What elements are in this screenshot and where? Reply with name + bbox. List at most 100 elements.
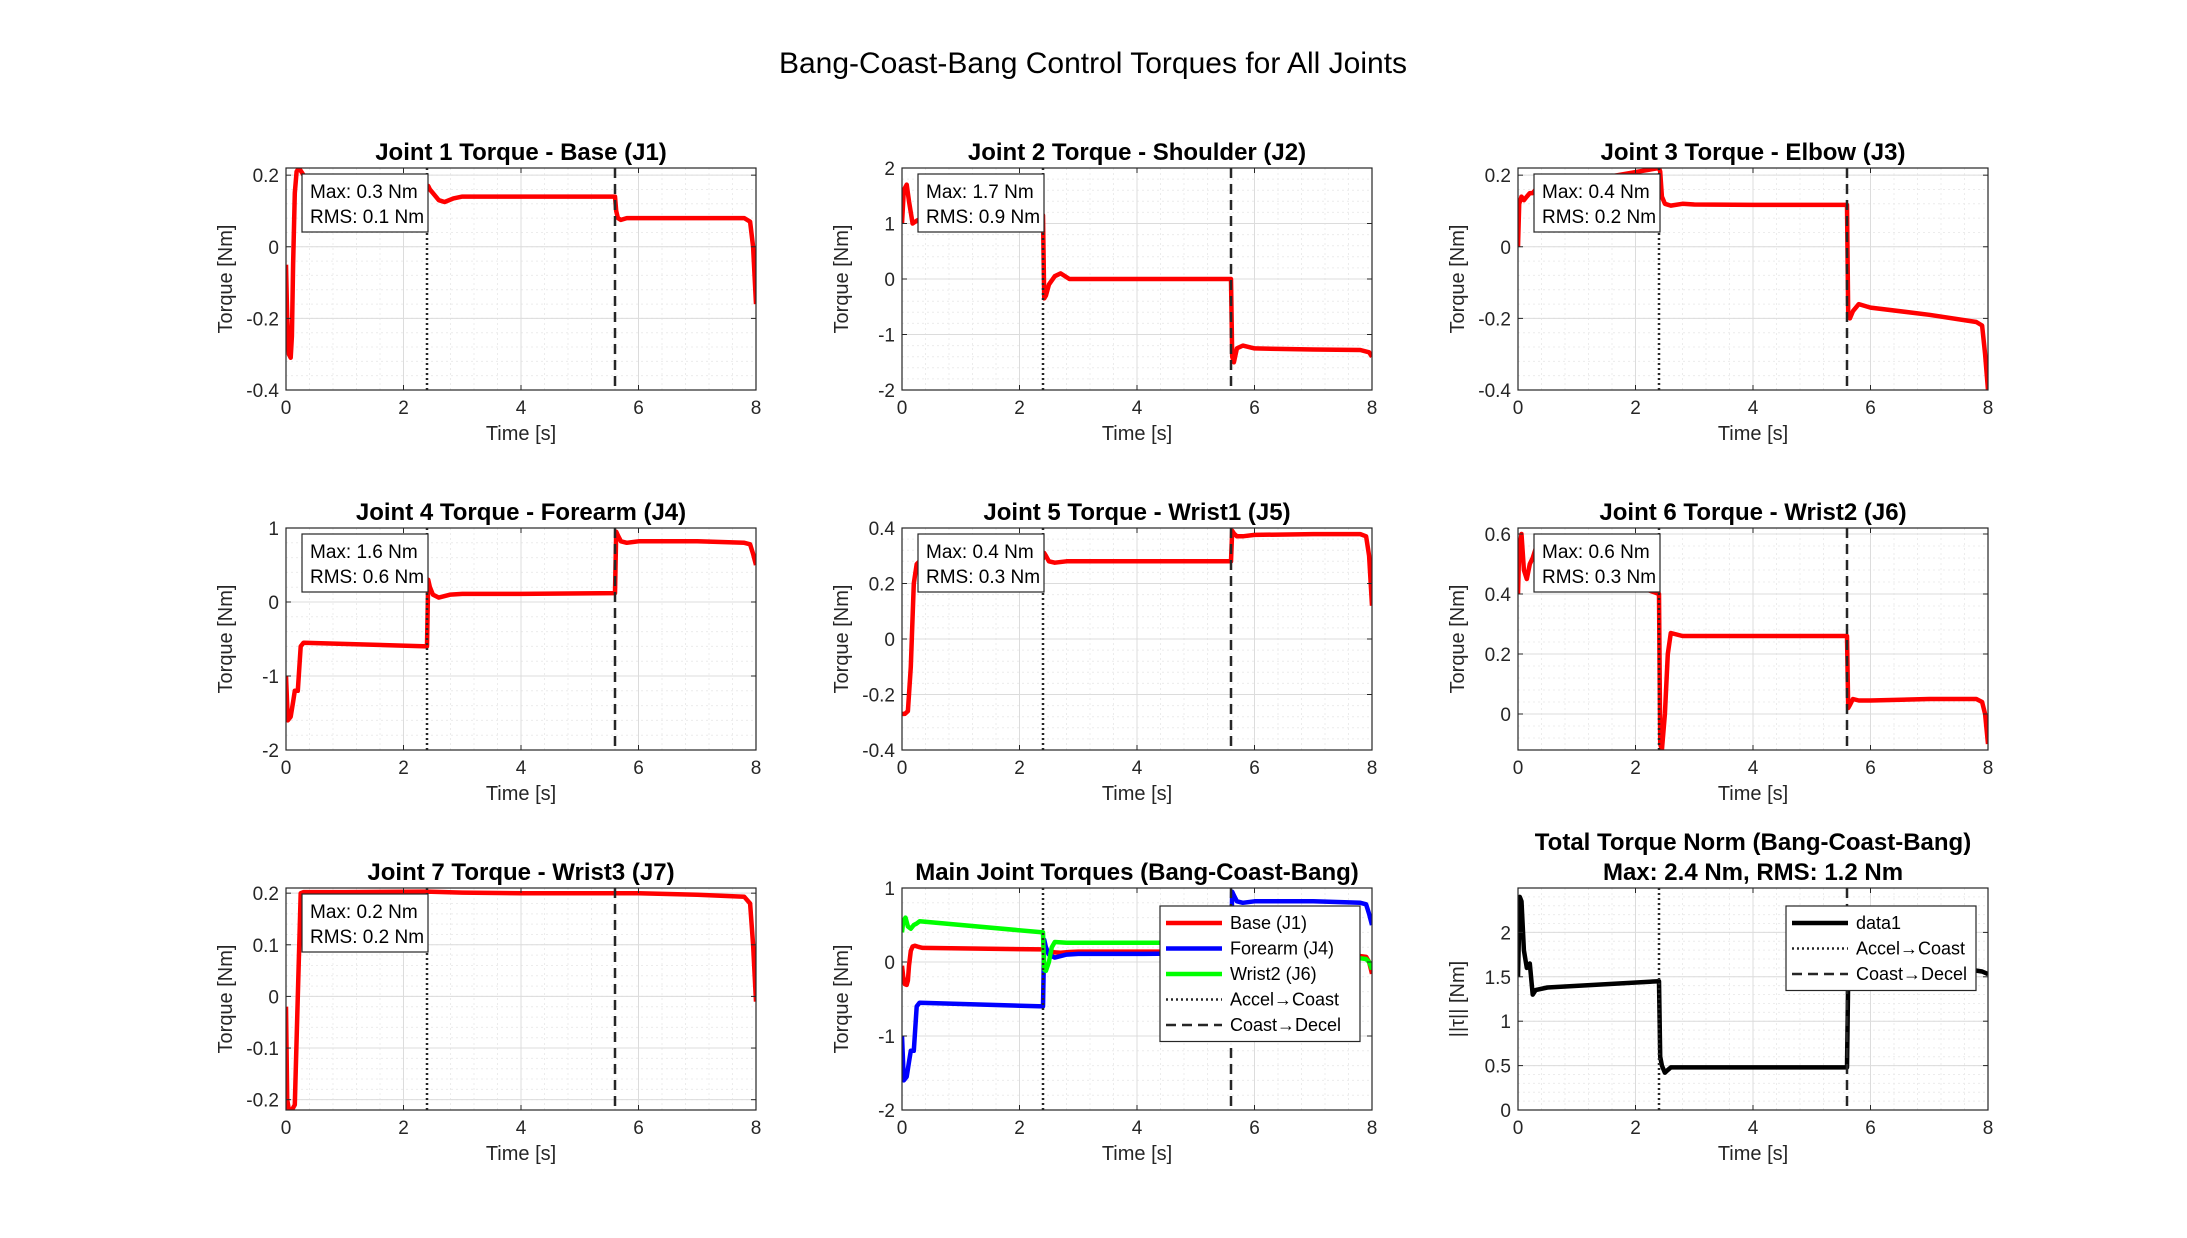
y-tick-label: -2 [878,381,895,402]
stats-line: RMS: 0.9 Nm [926,207,1040,228]
y-tick-label: -1 [878,326,895,347]
y-axis-label: Torque [Nm] [831,585,853,694]
legend-entry: Accel→Coast [1856,939,1965,959]
x-tick-label: 0 [1513,1118,1524,1139]
x-tick-label: 6 [1249,1118,1260,1139]
y-tick-label: 0.2 [253,166,279,187]
y-tick-label: 1 [884,215,895,236]
subplot-title: Joint 1 Torque - Base (J1) [375,139,667,166]
x-tick-label: 8 [1367,1118,1378,1139]
x-tick-label: 4 [1748,1118,1759,1139]
x-axis-label: Time [s] [1102,423,1172,445]
y-tick-label: 0 [884,953,895,974]
legend-entry: Wrist2 (J6) [1230,964,1317,984]
x-axis-label: Time [s] [486,1143,556,1165]
subplot-title: Joint 7 Torque - Wrist3 (J7) [367,859,674,886]
x-tick-label: 8 [751,758,762,779]
x-tick-label: 6 [633,1118,644,1139]
x-tick-label: 0 [1513,758,1524,779]
legend: data1 Accel→Coast Coast→Decel [1785,905,1977,992]
stats-box [917,533,1045,593]
stats-line: Max: 1.7 Nm [926,182,1034,203]
stats-line: Max: 0.4 Nm [1542,182,1650,203]
y-axis-label: Torque [Nm] [215,585,237,694]
subplot-title: Joint 2 Torque - Shoulder (J2) [968,139,1306,166]
subplot-subtitle: Max: 2.4 Nm, RMS: 1.2 Nm [1603,859,1903,886]
x-tick-label: 6 [633,398,644,419]
y-tick-label: 0 [1500,705,1511,726]
y-tick-label: 0.2 [1485,166,1511,187]
subplot-grid: 0 2 4 6 8 -0.4 -0.2 0 0.2 Time [s] Torque [Nm] Join… [215,139,1993,1165]
y-tick-label: 1 [884,879,895,900]
stats-line: Max: 1.6 Nm [310,542,418,563]
legend-entry: Base (J1) [1230,913,1307,933]
stats-line: Max: 0.4 Nm [926,542,1034,563]
x-tick-label: 2 [398,1118,409,1139]
stats-box [1533,173,1661,233]
y-tick-label: -2 [878,1101,895,1122]
y-tick-label: 0 [268,987,279,1008]
y-tick-label: 0.2 [253,884,279,905]
subplot-title: Joint 4 Torque - Forearm (J4) [356,499,686,526]
y-axis-label: Torque [Nm] [215,225,237,334]
legend-entry: Coast→Decel [1856,964,1967,984]
x-axis-label: Time [s] [486,783,556,805]
stats-line: Max: 0.6 Nm [1542,542,1650,563]
x-tick-label: 2 [1014,1118,1025,1139]
series-line-1 [1518,168,1988,390]
y-tick-label: -0.4 [1478,381,1511,402]
x-tick-label: 6 [1249,398,1260,419]
y-axis-label: ||τ|| [Nm] [1447,961,1469,1037]
y-tick-label: 0.4 [869,519,896,540]
stats-line: RMS: 0.6 Nm [310,567,424,588]
subplot-title: Main Joint Torques (Bang-Coast-Bang) [915,859,1359,886]
y-tick-label: 2 [884,159,895,180]
subplot-1: 0 2 4 6 8 -0.4 -0.2 0 0.2 Time [s] Torque [Nm] Join… [215,139,761,445]
y-axis-label: Torque [Nm] [831,945,853,1054]
x-tick-label: 0 [897,1118,908,1139]
series-line-forearm-j4 [902,889,1372,1083]
stats-line: RMS: 0.3 Nm [926,567,1040,588]
y-tick-label: 0 [268,238,279,259]
y-tick-label: -1 [878,1027,895,1048]
subplot-8: 0 2 4 6 8 -2 -1 0 1 Time [s] Torque [Nm] Main Joint… [831,859,1377,1165]
x-tick-label: 2 [1014,758,1025,779]
x-tick-label: 0 [281,758,292,779]
x-tick-label: 8 [1367,758,1378,779]
y-tick-label: -1 [262,667,279,688]
y-tick-label: 0 [1500,1101,1511,1122]
x-axis-label: Time [s] [1102,783,1172,805]
y-tick-label: -0.2 [246,1091,279,1112]
y-tick-label: -0.2 [1478,309,1511,330]
x-axis-label: Time [s] [1102,1143,1172,1165]
y-tick-label: 1 [1500,1012,1511,1033]
subplot-9: 0 2 4 6 8 0 0.5 1 1.5 2 Time [s] ||τ|| [Nm] Total To… [1447,829,1993,1165]
series-line-1 [286,889,756,1110]
legend: Base (J1) Forearm (J4) Wrist2 (J6) Accel→Co… [1159,905,1361,1043]
x-tick-label: 6 [1865,398,1876,419]
subplot-title: Joint 3 Torque - Elbow (J3) [1601,139,1906,166]
x-tick-label: 8 [1983,758,1994,779]
series-line-1 [1518,531,1988,750]
x-tick-label: 4 [1132,758,1143,779]
y-axis-label: Torque [Nm] [831,225,853,334]
stats-box [301,173,429,233]
subplot-4: 0 2 4 6 8 -2 -1 0 1 Time [s] Torque [Nm] Joint 4 To… [215,499,761,805]
subplot-title: Total Torque Norm (Bang-Coast-Bang) [1535,829,1971,856]
figure-title: Bang-Coast-Bang Control Torques for All … [779,47,1407,80]
subplot-title: Joint 6 Torque - Wrist2 (J6) [1599,499,1906,526]
y-tick-label: 0.1 [253,936,279,957]
stats-line: RMS: 0.2 Nm [310,927,424,948]
x-tick-label: 4 [516,398,527,419]
subplot-title: Joint 5 Torque - Wrist1 (J5) [983,499,1290,526]
y-tick-label: 0 [884,630,895,651]
subplot-3: 0 2 4 6 8 -0.4 -0.2 0 0.2 Time [s] Torque [Nm] Join… [1447,139,1993,445]
legend-entry: Coast→Decel [1230,1015,1341,1035]
x-tick-label: 4 [1748,758,1759,779]
subplot-6: 0 2 4 6 8 0 0.2 0.4 0.6 Time [s] Torque [Nm] Joint … [1447,499,1993,805]
x-tick-label: 8 [1367,398,1378,419]
x-tick-label: 0 [897,398,908,419]
x-tick-label: 6 [1865,1118,1876,1139]
legend-entry: Forearm (J4) [1230,939,1334,959]
